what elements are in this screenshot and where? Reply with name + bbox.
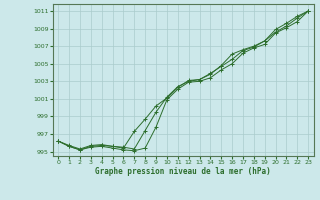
X-axis label: Graphe pression niveau de la mer (hPa): Graphe pression niveau de la mer (hPa) <box>95 167 271 176</box>
